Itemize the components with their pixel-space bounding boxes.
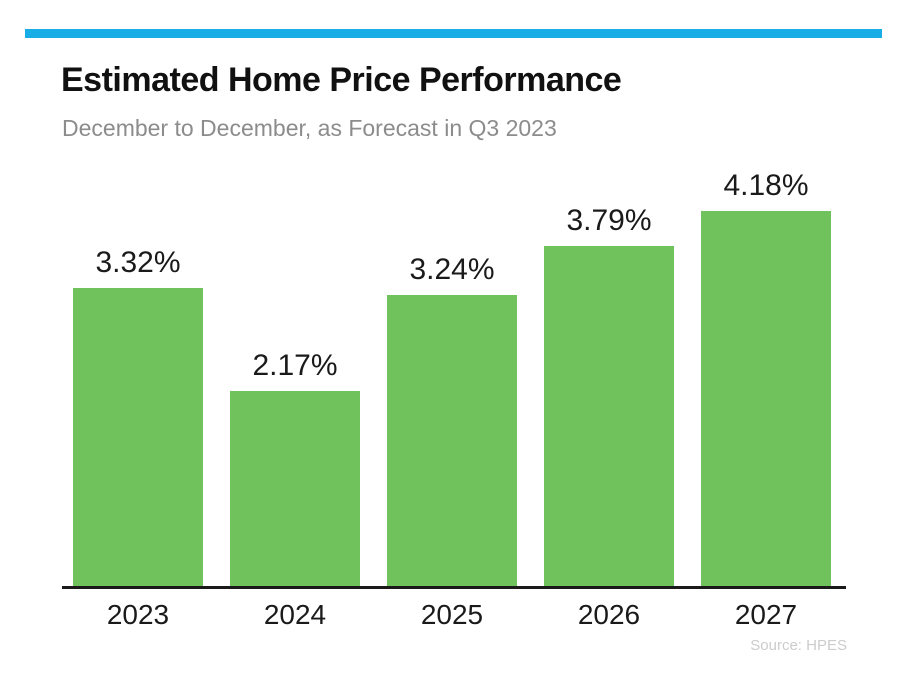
- source-note: Source: HPES: [750, 637, 847, 654]
- bar-2023: [73, 288, 203, 586]
- bar-2025: [387, 295, 517, 586]
- bar-value-label-2025: 3.24%: [409, 253, 495, 286]
- x-tick-label-2024: 2024: [263, 599, 327, 630]
- bar-2027: [701, 211, 831, 586]
- bar-group-2026: 3.79%: [544, 160, 674, 586]
- chart-title: Estimated Home Price Performance: [61, 61, 622, 99]
- bar-group-2025: 3.24%: [387, 160, 517, 586]
- bar-chart-plot-area: 3.32% 2.17% 3.24% 3.79% 4.18%: [62, 160, 846, 586]
- bar-2024: [230, 391, 360, 586]
- x-tick-label-2027: 2027: [734, 599, 798, 630]
- bar-group-2024: 2.17%: [230, 160, 360, 586]
- x-tick-label-2023: 2023: [106, 599, 170, 630]
- top-accent-bar: [25, 29, 882, 38]
- bar-group-2027: 4.18%: [701, 160, 831, 586]
- x-tick-label-2026: 2026: [577, 599, 641, 630]
- bar-value-label-2024: 2.17%: [252, 349, 338, 382]
- x-tick-label-2025: 2025: [420, 599, 484, 630]
- bar-value-label-2027: 4.18%: [723, 169, 809, 202]
- bar-2026: [544, 246, 674, 586]
- x-axis-line: [62, 586, 846, 589]
- bar-value-label-2026: 3.79%: [566, 204, 652, 237]
- bar-value-label-2023: 3.32%: [95, 246, 181, 279]
- x-axis-labels: 2023 2024 2025 2026 2027: [62, 599, 846, 633]
- chart-subtitle: December to December, as Forecast in Q3 …: [62, 115, 557, 141]
- bar-group-2023: 3.32%: [73, 160, 203, 586]
